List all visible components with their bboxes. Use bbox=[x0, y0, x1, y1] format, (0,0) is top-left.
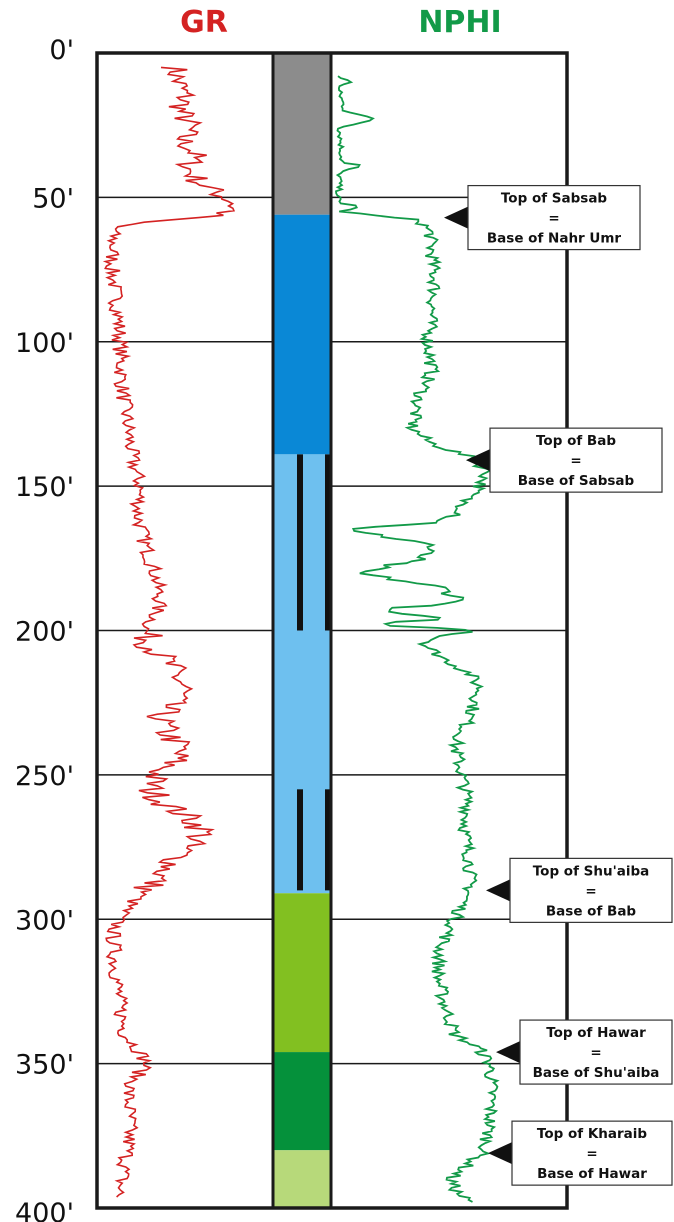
lithology-zone bbox=[273, 1150, 331, 1208]
marker-text: Base of Sabsab bbox=[518, 473, 635, 489]
formation-marker: Top of Shu'aiba = Base of Bab bbox=[486, 857, 673, 923]
marker-text: = bbox=[570, 453, 581, 469]
depth-label: 400' bbox=[15, 1198, 74, 1222]
depth-label: 300' bbox=[15, 905, 74, 936]
marker-text: Top of Hawar bbox=[546, 1025, 646, 1041]
marker-box bbox=[509, 857, 673, 923]
lithology-bar bbox=[325, 789, 331, 891]
depth-axis: 0' 50' 100' 150' 200' 250' 300' 350' 400' bbox=[15, 35, 74, 1222]
formation-marker: Top of Kharaib = Base of Hawar bbox=[488, 1120, 673, 1186]
depth-label: 350' bbox=[15, 1050, 74, 1081]
depth-label: 50' bbox=[32, 183, 74, 214]
marker-text: = bbox=[548, 211, 559, 227]
formation-marker: Top of Sabsab = Base of Nahr Umr bbox=[444, 184, 641, 251]
marker-text: Base of Bab bbox=[546, 903, 637, 919]
marker-pointer bbox=[486, 879, 510, 902]
formation-marker: Top of Hawar = Base of Shu'aiba bbox=[496, 1019, 673, 1085]
track-frame bbox=[95, 51, 569, 1210]
marker-text: Base of Hawar bbox=[537, 1166, 647, 1182]
marker-pointer bbox=[444, 206, 468, 229]
depth-label: 0' bbox=[49, 35, 74, 66]
depth-label: 100' bbox=[15, 328, 74, 359]
nphi-header: NPHI bbox=[418, 5, 501, 40]
marker-text: Base of Nahr Umr bbox=[487, 231, 622, 247]
formation-marker: Top of Bab = Base of Sabsab bbox=[466, 427, 663, 493]
marker-pointer bbox=[466, 449, 490, 472]
marker-box bbox=[511, 1120, 673, 1186]
marker-text: = bbox=[590, 1045, 601, 1061]
lithology-bar bbox=[325, 454, 331, 631]
marker-pointer bbox=[496, 1041, 520, 1064]
marker-text: Top of Shu'aiba bbox=[533, 863, 650, 879]
marker-text: = bbox=[586, 1146, 597, 1162]
marker-text: Base of Shu'aiba bbox=[533, 1065, 660, 1081]
depth-label: 150' bbox=[15, 472, 74, 503]
marker-text: Top of Sabsab bbox=[501, 191, 608, 207]
gr-curve bbox=[102, 66, 236, 1198]
gr-header: GR bbox=[180, 5, 228, 40]
marker-text: Top of Bab bbox=[536, 433, 616, 449]
marker-pointer bbox=[488, 1142, 512, 1165]
lithology-bar bbox=[297, 789, 303, 891]
marker-text: Top of Kharaib bbox=[537, 1126, 647, 1142]
lithology-zone bbox=[273, 214, 331, 455]
lithology-zone bbox=[273, 53, 331, 215]
nphi-curve bbox=[335, 75, 500, 1203]
depth-label: 200' bbox=[15, 617, 74, 648]
lithology-zone bbox=[273, 1052, 331, 1151]
lithology-zone bbox=[273, 893, 331, 1053]
marker-box bbox=[489, 427, 663, 493]
lithology-column bbox=[273, 53, 331, 1208]
marker-text: = bbox=[585, 883, 596, 899]
depth-label: 250' bbox=[15, 761, 74, 792]
lithology-bar bbox=[297, 454, 303, 631]
marker-box bbox=[467, 184, 641, 251]
marker-box bbox=[519, 1019, 673, 1085]
formation-markers: Top of Sabsab = Base of Nahr Umr Top of Bab… bbox=[444, 184, 673, 1186]
